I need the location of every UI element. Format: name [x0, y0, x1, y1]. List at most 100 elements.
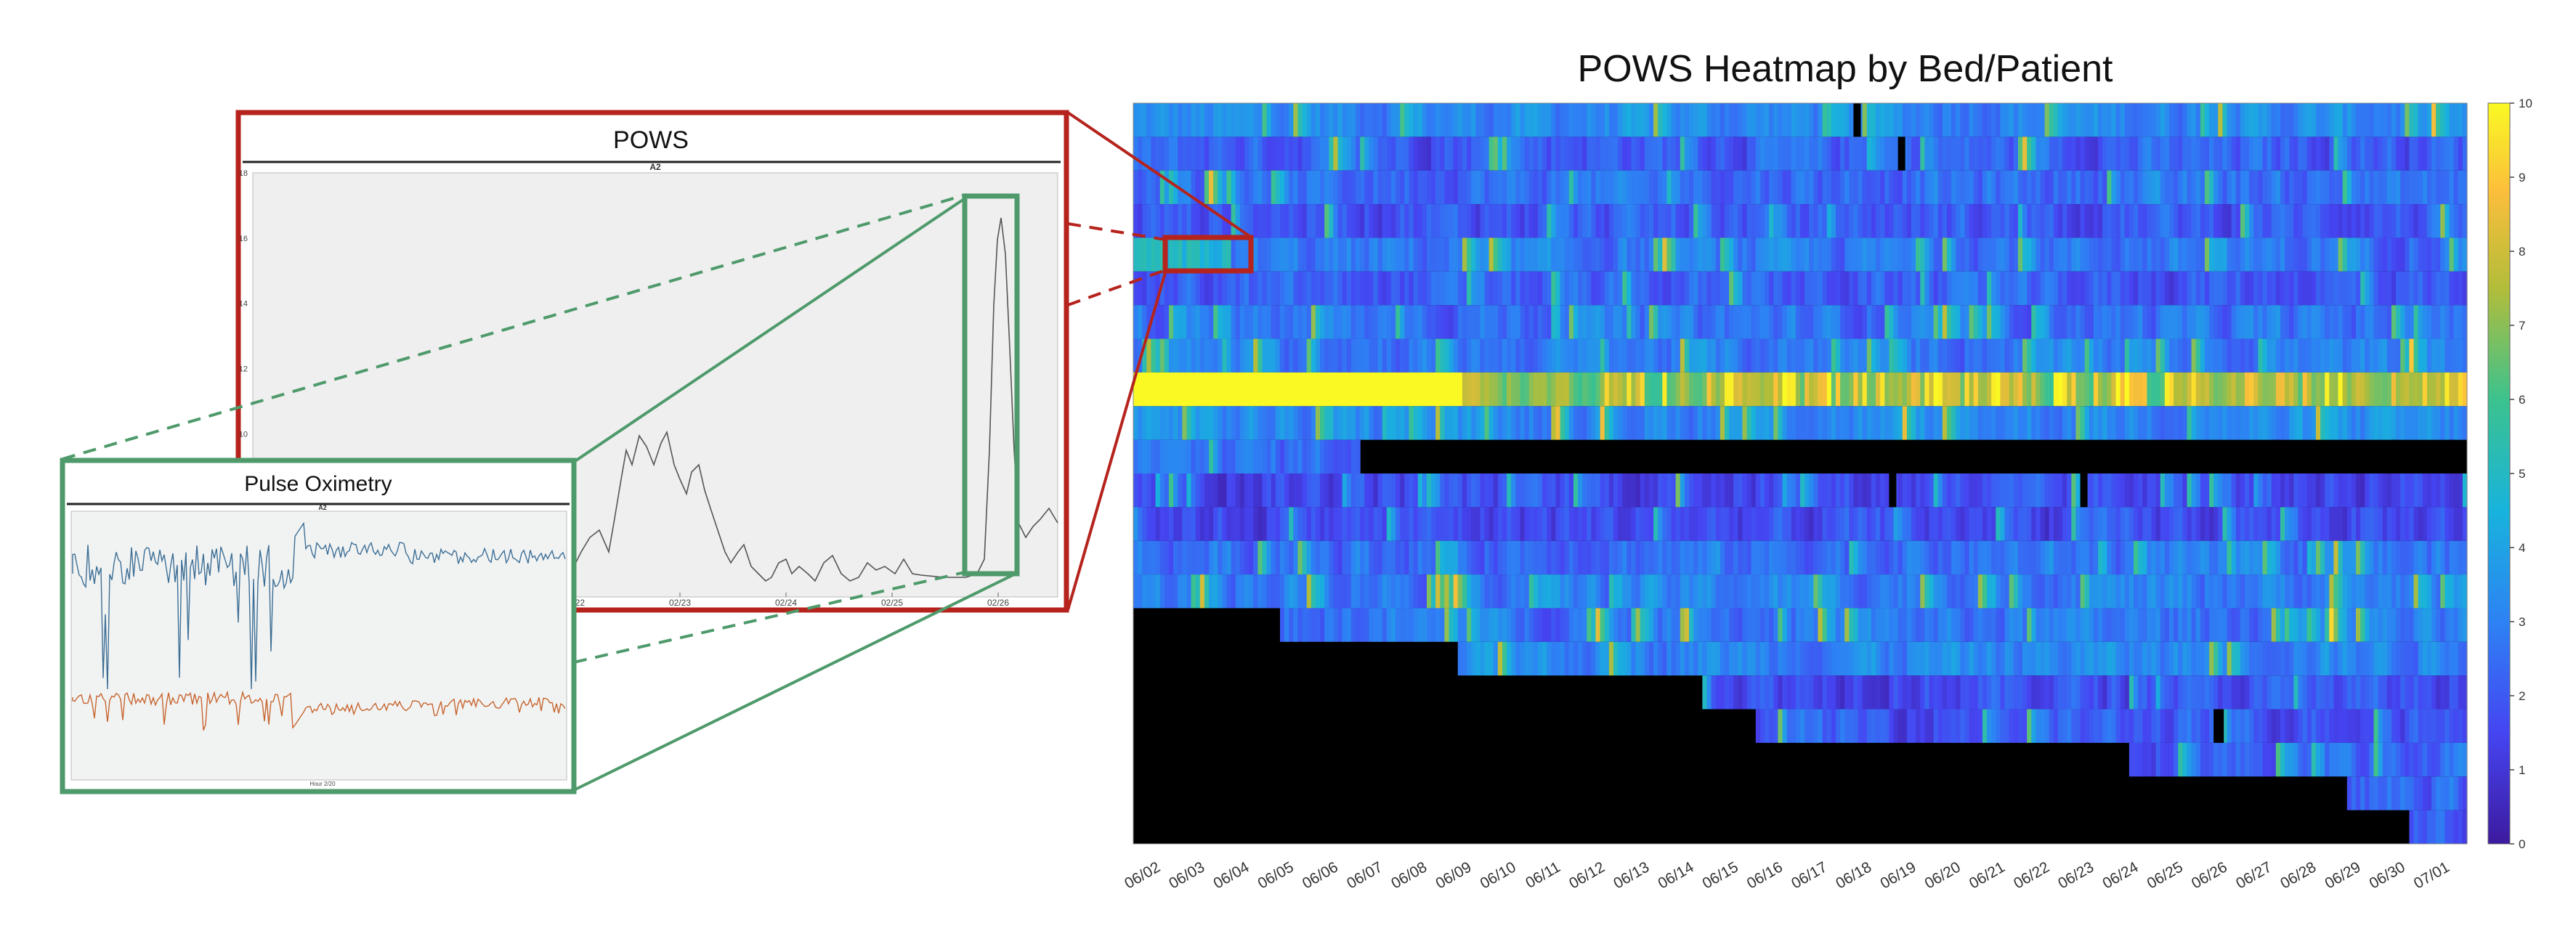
heatmap-cell: [1346, 406, 1352, 440]
heatmap-cell: [2009, 641, 2014, 676]
heatmap-cell: [2017, 709, 2023, 743]
heatmap-cell: [1502, 237, 1507, 272]
heatmap-cell: [1742, 305, 1748, 339]
heatmap-cell: [2453, 372, 2459, 407]
heatmap-cell: [1426, 271, 1432, 306]
heatmap-cell: [1671, 338, 1677, 373]
heatmap-cell: [2093, 540, 2099, 575]
heatmap-cell: [2147, 675, 2152, 710]
heatmap-cell: [2115, 608, 2121, 642]
heatmap-cell: [1662, 237, 1667, 272]
heatmap-cell: [1528, 338, 1534, 373]
heatmap-cell: [2436, 574, 2441, 609]
heatmap-cell: [1333, 137, 1339, 171]
heatmap-cell: [1937, 473, 1943, 508]
heatmap-cell: [2315, 338, 2321, 373]
heatmap-cell: [2302, 103, 2308, 137]
heatmap-cell: [1769, 372, 1774, 407]
heatmap-cell: [1858, 338, 1863, 373]
heatmap-cell: [1618, 641, 1623, 676]
heatmap-cell: [1831, 372, 1836, 407]
heatmap-cell: [1706, 237, 1712, 272]
heatmap-cell: [2431, 271, 2437, 306]
heatmap-cell: [1711, 103, 1717, 137]
heatmap-cell: [1929, 170, 1935, 205]
heatmap-cell: [1475, 608, 1481, 642]
heatmap-cell: [1893, 406, 1899, 440]
heatmap-cell: [1911, 540, 1916, 575]
heatmap-cell: [1551, 137, 1556, 171]
heatmap-cell: [1386, 406, 1392, 440]
heatmap-cell: [1573, 540, 1579, 575]
heatmap-cell: [1991, 271, 1996, 306]
heatmap-cell: [2053, 204, 2059, 238]
heatmap-cell: [1666, 406, 1672, 440]
heatmap-cell: [1853, 305, 1859, 339]
heatmap-cell: [1231, 540, 1236, 575]
heatmap-cell: [2382, 237, 2388, 272]
heatmap-cell: [2356, 406, 2361, 440]
heatmap-cell: [1920, 305, 1925, 339]
heatmap-cell: [2325, 103, 2330, 137]
heatmap-cell: [2280, 137, 2285, 171]
heatmap-cell: [2240, 137, 2245, 171]
heatmap-cell: [2115, 137, 2121, 171]
heatmap-cell: [1159, 540, 1165, 575]
heatmap-cell: [1862, 137, 1868, 171]
heatmap-cell: [1182, 237, 1188, 272]
heatmap-cell: [2053, 103, 2059, 137]
heatmap-cell: [1133, 170, 1138, 205]
heatmap-cell: [1964, 170, 1970, 205]
heatmap-cell: [2440, 675, 2445, 710]
heatmap-cell: [1884, 271, 1890, 306]
heatmap-cell: [2373, 574, 2379, 609]
heatmap-cell: [2346, 170, 2352, 205]
heatmap-cell: [1547, 608, 1552, 642]
heatmap-cell: [2187, 137, 2192, 171]
heatmap-cell: [1622, 473, 1627, 508]
heatmap-cell: [1933, 641, 1939, 676]
heatmap-cell: [2426, 507, 2432, 541]
heatmap-cell: [1706, 406, 1712, 440]
heatmap-cell: [1475, 237, 1481, 272]
heatmap-cell: [1324, 237, 1329, 272]
heatmap-cell: [1711, 372, 1717, 407]
heatmap-cell: [1178, 237, 1183, 272]
heatmap-cell: [1396, 338, 1401, 373]
heatmap-cell: [1142, 574, 1147, 609]
heatmap-cell: [1142, 305, 1147, 339]
heatmap-cell: [2004, 709, 2010, 743]
heatmap-cell: [2240, 372, 2245, 407]
heatmap-cell: [1897, 103, 1903, 137]
heatmap-cell: [2445, 675, 2450, 710]
heatmap-cell: [1849, 473, 1855, 508]
heatmap-cell: [1724, 338, 1730, 373]
heatmap-cell: [1249, 271, 1254, 306]
heatmap-cell: [2138, 540, 2143, 575]
heatmap-cell: [1324, 204, 1329, 238]
heatmap-cell: [1582, 137, 1587, 171]
heatmap-cell: [1146, 574, 1152, 609]
heatmap-cell: [2458, 372, 2463, 407]
heatmap-cell: [1409, 170, 1414, 205]
heatmap-cell: [2418, 271, 2423, 306]
heatmap-cell: [1893, 709, 1899, 743]
heatmap-cell: [1635, 406, 1641, 440]
heatmap-cell: [1377, 305, 1383, 339]
heatmap-cell: [1951, 641, 1956, 676]
heatmap-cell: [2267, 473, 2272, 508]
heatmap-cell: [1733, 641, 1738, 676]
heatmap-cell: [1231, 137, 1236, 171]
heatmap-cell: [1608, 641, 1614, 676]
heatmap-cell: [1618, 103, 1623, 137]
heatmap-cell: [1724, 271, 1730, 306]
heatmap-cell: [1684, 372, 1690, 407]
heatmap-cell: [1876, 574, 1881, 609]
heatmap-cell: [2436, 406, 2441, 440]
heatmap-cell: [2249, 540, 2254, 575]
heatmap-cell: [2418, 305, 2423, 339]
heatmap-cell: [2422, 338, 2428, 373]
heatmap-cell: [1337, 237, 1343, 272]
heatmap-cell: [2311, 406, 2317, 440]
heatmap-cell: [2075, 338, 2081, 373]
